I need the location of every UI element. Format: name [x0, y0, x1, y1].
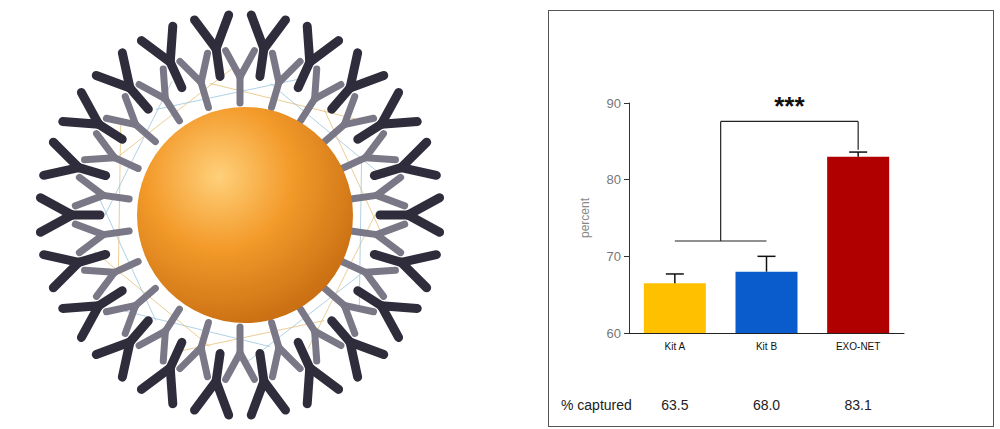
svg-text:60: 60: [607, 326, 621, 341]
svg-text:70: 70: [607, 249, 621, 264]
svg-text:***: ***: [774, 91, 805, 121]
svg-text:63.5: 63.5: [661, 397, 688, 413]
svg-text:percent: percent: [578, 197, 592, 238]
svg-text:% captured: % captured: [561, 397, 632, 413]
svg-text:68.0: 68.0: [753, 397, 780, 413]
svg-text:83.1: 83.1: [845, 397, 872, 413]
svg-text:Kit B: Kit B: [756, 341, 777, 352]
svg-text:80: 80: [607, 172, 621, 187]
svg-text:EXO-NET: EXO-NET: [836, 341, 880, 352]
svg-text:Kit A: Kit A: [665, 341, 686, 352]
svg-text:90: 90: [607, 96, 621, 111]
